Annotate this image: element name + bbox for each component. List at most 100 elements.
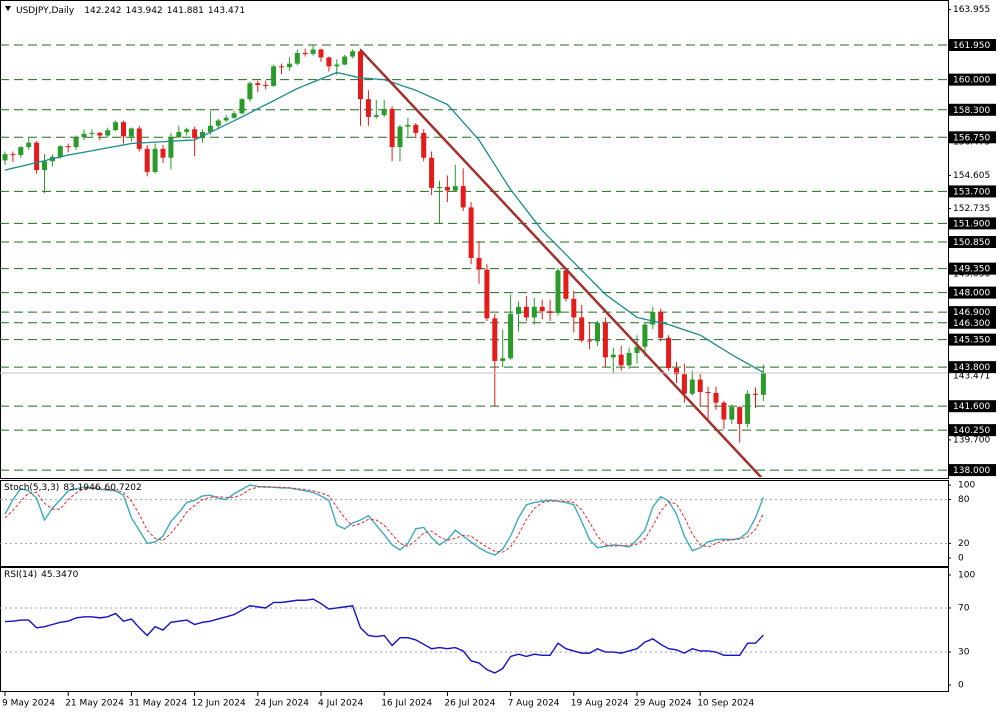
level-label: 141.600 (953, 402, 990, 412)
candle-body (215, 120, 221, 126)
candle-body (737, 407, 743, 424)
indicator-name: RSI(14) (4, 570, 37, 580)
candle-body (42, 161, 47, 171)
candle-body (579, 317, 585, 341)
candle-body (666, 337, 672, 369)
candle-body (547, 311, 553, 314)
candle-body (721, 402, 727, 420)
indicator-name: Stoch(5,3,3) (4, 483, 59, 493)
candle-body (144, 148, 150, 172)
candle-body (516, 306, 521, 314)
candle-body (650, 312, 656, 325)
x-tick-label: 7 Aug 2024 (508, 699, 560, 709)
candle-body (658, 312, 664, 338)
candle-body (373, 115, 379, 117)
candle-body (610, 354, 616, 358)
candle-body (397, 126, 403, 148)
candle-body (342, 56, 348, 65)
candle-body (168, 137, 174, 158)
candle-body (207, 125, 213, 132)
level-label-box (949, 316, 996, 329)
level-label-box (949, 262, 996, 275)
level-label: 151.900 (953, 219, 990, 229)
level-label-box (949, 131, 996, 144)
candle-body (247, 83, 253, 100)
candle-body (429, 157, 435, 188)
candle-body (745, 393, 751, 424)
level-label: 145.350 (953, 336, 990, 346)
trendline (359, 49, 763, 477)
panel-title: USDJPY,Daily 142.242 143.942 141.881 143.471 (16, 6, 245, 16)
candle-body (239, 99, 245, 114)
candle-body (176, 131, 182, 138)
candle-body (121, 122, 126, 137)
x-tick-label: 24 Jun 2024 (255, 699, 309, 709)
candle-body (460, 186, 466, 208)
level-label-box (949, 286, 996, 299)
candle-body (334, 64, 340, 67)
candle-body (563, 270, 569, 299)
candle-body (136, 128, 142, 149)
candle-body (223, 117, 229, 121)
x-tick-label: 12 Jun 2024 (192, 699, 246, 709)
candle-body (602, 322, 608, 358)
level-label-box (949, 73, 996, 86)
level-label-box (949, 217, 996, 230)
ohlc-open: 142.242 (84, 6, 121, 16)
candle-body (421, 132, 427, 158)
candle-body (2, 154, 8, 161)
candle-body (531, 306, 537, 318)
level-label: 158.300 (953, 106, 990, 116)
candle-body (634, 346, 640, 353)
candle-body (57, 146, 63, 157)
candle-body (89, 132, 95, 134)
x-tick-label: 29 Aug 2024 (634, 699, 692, 709)
indicator-value: 60.7202 (105, 483, 142, 493)
candle-body (271, 66, 277, 86)
panel-title: Stoch(5,3,3) 83.1946 60.7202 (4, 483, 142, 493)
x-tick-label: 10 Sep 2024 (697, 699, 754, 709)
candle-body (476, 257, 482, 270)
candle-body (200, 131, 205, 139)
y-tick-label: 100 (958, 481, 975, 491)
level-label-box (949, 424, 996, 437)
candle-body (555, 270, 561, 314)
stoch-panel-frame (0, 480, 949, 567)
ohlc-low: 141.881 (167, 6, 204, 16)
ohlc-high: 143.942 (125, 6, 162, 16)
level-label-box (949, 39, 996, 52)
candle-body (753, 393, 758, 395)
candle-body (263, 84, 269, 86)
candle-body (97, 132, 103, 136)
candle-body (350, 51, 356, 57)
main-panel-frame (0, 0, 949, 479)
candle-body (523, 306, 529, 318)
symbol-period: USDJPY,Daily (16, 6, 75, 16)
candle-body (705, 391, 711, 393)
candle-body (405, 124, 411, 127)
x-tick-label: 4 Jul 2024 (318, 699, 363, 709)
candle-body (255, 83, 261, 85)
level-label: 146.900 (953, 308, 990, 318)
level-label: 153.700 (953, 187, 990, 197)
level-label: 161.950 (953, 41, 990, 51)
candle-body (760, 372, 766, 395)
candle-body (452, 186, 458, 191)
candle-body (492, 318, 498, 361)
y-tick-label: 163.955 (953, 5, 990, 15)
candle-body (674, 368, 679, 375)
candle-body (713, 392, 719, 403)
indicator-line (4, 485, 764, 553)
candle-body (484, 269, 490, 319)
candle-body (184, 129, 190, 132)
candle-body (381, 108, 387, 116)
candle-body (26, 142, 32, 148)
candle-body (587, 340, 593, 342)
candle-body (160, 148, 166, 158)
candle-body (444, 186, 450, 191)
y-tick-label: 70 (958, 603, 970, 613)
candle-body (302, 53, 308, 55)
indicator-line (4, 484, 765, 556)
level-label-box (949, 400, 996, 413)
